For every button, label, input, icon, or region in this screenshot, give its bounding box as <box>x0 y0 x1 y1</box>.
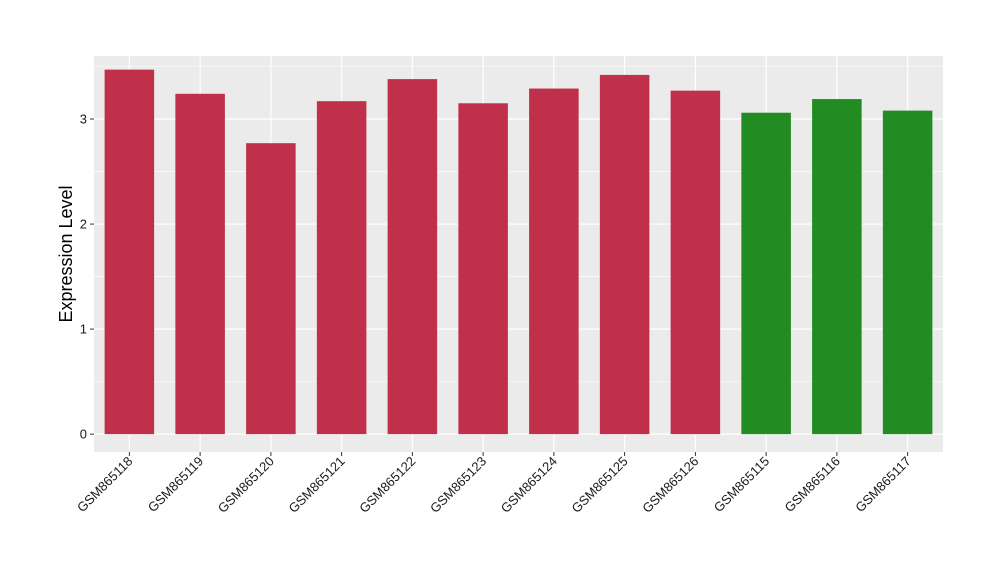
bar-GSM865125 <box>599 74 650 435</box>
bar-GSM865118 <box>104 69 155 435</box>
y-tick-label: 0 <box>80 427 87 442</box>
x-tick-label: GSM865115 <box>711 454 773 516</box>
x-tick-label: GSM865119 <box>145 454 207 516</box>
x-tick-label: GSM865126 <box>639 454 701 516</box>
y-tick-label: 3 <box>80 112 87 127</box>
plot-panel <box>94 56 943 452</box>
x-tick-label: GSM865122 <box>356 454 418 516</box>
bar-GSM865115 <box>741 112 791 435</box>
y-tick-label: 1 <box>80 322 87 337</box>
bar-GSM865116 <box>812 99 862 435</box>
y-tick-label: 2 <box>80 217 87 232</box>
x-tick-label: GSM865124 <box>498 454 560 516</box>
x-tick-label: GSM865123 <box>427 454 489 516</box>
x-axis: GSM865118 GSM865119 GSM865120 GSM865121 GSM8… <box>74 452 914 516</box>
bar-GSM865124 <box>529 88 579 435</box>
bar-GSM865117 <box>882 110 933 435</box>
x-tick-label: GSM865117 <box>852 454 914 516</box>
bar-GSM865122 <box>387 79 438 435</box>
bar-GSM865120 <box>246 143 296 435</box>
x-tick-label: GSM865125 <box>569 454 631 516</box>
x-tick-label: GSM865116 <box>781 454 843 516</box>
y-axis-title: Expression Level <box>56 185 76 322</box>
bar-GSM865126 <box>670 90 721 435</box>
bars-group <box>104 69 933 435</box>
x-tick-label: GSM865120 <box>215 454 277 516</box>
bar-GSM865123 <box>458 103 508 435</box>
minor-gridlines <box>94 66 943 382</box>
x-tick-label: GSM865118 <box>74 454 136 516</box>
bar-GSM865119 <box>175 93 225 435</box>
bar-GSM865121 <box>316 101 367 435</box>
y-axis: 0 1 2 3 <box>80 112 94 442</box>
x-tick-label: GSM865121 <box>286 454 348 516</box>
